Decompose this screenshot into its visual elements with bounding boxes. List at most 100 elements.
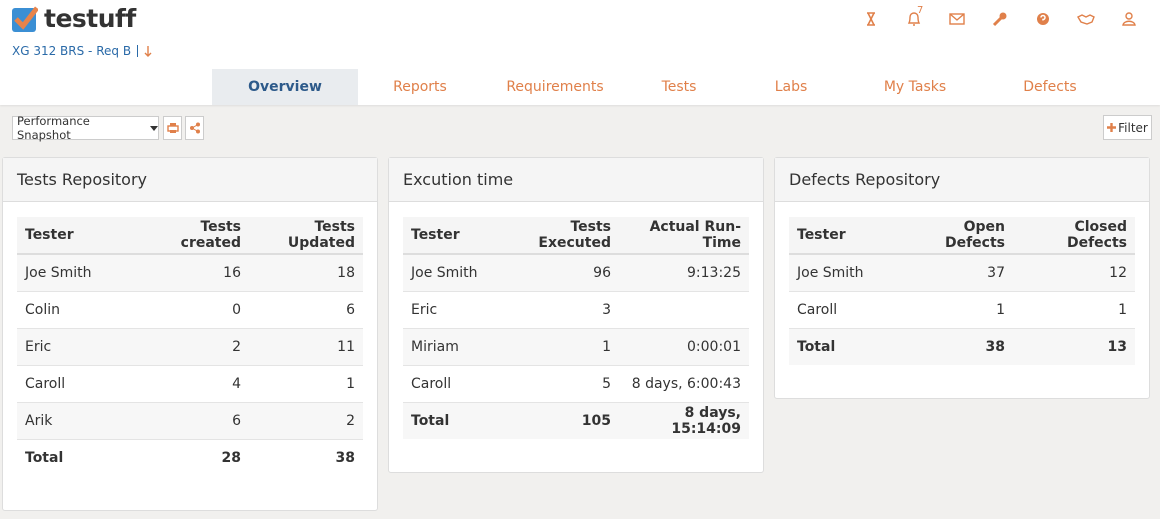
row: Caroll 1 1 xyxy=(789,290,1135,328)
snapshot-dropdown[interactable]: Performance Snapshot xyxy=(12,114,159,142)
cell: 0 xyxy=(137,290,249,328)
cell: 5 xyxy=(497,364,619,402)
tab[interactable]: Reports xyxy=(393,79,447,95)
cell: Eric xyxy=(17,327,137,365)
print-button[interactable] xyxy=(163,116,182,140)
notification-badge: 7 xyxy=(917,5,924,16)
toolbar-icons: 7 xyxy=(860,5,1140,30)
cell: 0:00:01 xyxy=(619,327,749,365)
total-cell: 38 xyxy=(249,438,363,476)
filter-button[interactable]: Filter xyxy=(1103,115,1152,140)
tab[interactable]: Labs xyxy=(774,79,808,95)
cell: Colin xyxy=(17,290,137,328)
cell: 96 xyxy=(497,253,619,291)
header-row: Tester Tests Executed Actual Run-Time xyxy=(403,217,749,255)
row: Eric 3 xyxy=(403,290,749,328)
row: Miriam 1 0:00:01 xyxy=(403,327,749,365)
cell: 37 xyxy=(901,253,1013,291)
tab[interactable]: My Tasks xyxy=(883,79,947,95)
tab[interactable]: Defects xyxy=(1023,79,1077,95)
column-header: Tests Executed xyxy=(497,217,619,255)
total-cell: 105 xyxy=(497,401,619,439)
panel: Defects Repository Tester Open Defects Clos… xyxy=(774,157,1150,399)
cell: Eric xyxy=(403,290,497,328)
cell: 18 xyxy=(249,253,363,291)
total-row: Total 28 38 xyxy=(17,438,363,476)
tabs: Overview Reports Requirements Tests Labs My T… xyxy=(212,69,1122,105)
total-cell: 13 xyxy=(1013,327,1135,365)
cell: Caroll xyxy=(17,364,137,402)
logo-mark xyxy=(12,5,38,32)
row: Joe Smith 16 18 xyxy=(17,253,363,291)
print-icon xyxy=(166,123,179,133)
table: Tester Tests Executed Actual Run-Time Joe S… xyxy=(403,217,749,439)
column-header: Tester xyxy=(17,217,137,255)
table: Tester Open Defects Closed Defects Joe Smit… xyxy=(789,217,1135,365)
total-row: Total 38 13 xyxy=(789,327,1135,365)
cell: 2 xyxy=(137,327,249,365)
header: testuff XG 312 BRS - Req B 7 Overview Rep… xyxy=(0,0,1160,105)
column-header: Tester xyxy=(789,217,901,255)
cell: Arik xyxy=(17,401,137,439)
row: Caroll 5 8 days, 6:00:43 xyxy=(403,364,749,402)
cell xyxy=(619,290,749,328)
cell: 1 xyxy=(249,364,363,402)
plus-icon xyxy=(1107,123,1117,132)
header-row: Tester Open Defects Closed Defects xyxy=(789,217,1135,255)
total-cell: 38 xyxy=(901,327,1013,365)
share-button[interactable] xyxy=(185,116,204,140)
row: Eric 2 11 xyxy=(17,327,363,365)
breadcrumb[interactable]: XG 312 BRS - Req B xyxy=(12,44,152,58)
row: Caroll 4 1 xyxy=(17,364,363,402)
panel-title: Excution time xyxy=(389,158,763,202)
cell: 11 xyxy=(249,327,363,365)
cell: 6 xyxy=(249,290,363,328)
tab[interactable]: Tests xyxy=(661,79,697,95)
caret xyxy=(150,125,158,131)
separator xyxy=(137,45,139,57)
panel-title: Tests Repository xyxy=(3,158,377,202)
filter-label: Filter xyxy=(1118,120,1148,135)
bell[interactable]: 7 xyxy=(903,5,925,30)
panel: Tests Repository Tester Tests created Tests… xyxy=(2,157,378,511)
cell: Caroll xyxy=(789,290,901,328)
cell: 9:13:25 xyxy=(619,253,749,291)
cell: 1 xyxy=(901,290,1013,328)
cell: Joe Smith xyxy=(17,253,137,291)
column-header: Tester xyxy=(403,217,497,255)
panel-title: Defects Repository xyxy=(775,158,1149,202)
total-cell: Total xyxy=(403,401,497,439)
total-cell: 28 xyxy=(137,438,249,476)
tab[interactable]: Requirements xyxy=(506,79,604,95)
user-icon[interactable] xyxy=(1118,8,1140,30)
column-header: Tests Updated xyxy=(249,217,363,255)
hourglass-icon[interactable] xyxy=(860,8,882,30)
cell: Caroll xyxy=(403,364,497,402)
cell: Miriam xyxy=(403,327,497,365)
help-icon[interactable] xyxy=(1032,8,1054,30)
wrench-icon[interactable] xyxy=(989,8,1011,30)
row: Joe Smith 37 12 xyxy=(789,253,1135,291)
total-row: Total 105 8 days, 15:14:09 xyxy=(403,401,749,439)
column-header: Actual Run-Time xyxy=(619,217,749,255)
cell: 16 xyxy=(137,253,249,291)
breadcrumb-text: XG 312 BRS - Req B xyxy=(12,44,132,58)
mail-icon[interactable] xyxy=(946,8,968,30)
cell: 12 xyxy=(1013,253,1135,291)
cell: 1 xyxy=(497,327,619,365)
cell: Joe Smith xyxy=(789,253,901,291)
column-header: Tests created xyxy=(137,217,249,255)
logo[interactable]: testuff xyxy=(12,4,136,33)
header-row: Tester Tests created Tests Updated xyxy=(17,217,363,255)
handshake-icon[interactable] xyxy=(1075,8,1097,30)
share-icon xyxy=(189,122,200,134)
tab[interactable]: Overview xyxy=(212,69,358,105)
row: Colin 0 6 xyxy=(17,290,363,328)
bell-icon xyxy=(907,12,921,26)
cell: 6 xyxy=(137,401,249,439)
cell: 8 days, 6:00:43 xyxy=(619,364,749,402)
logo-text: testuff xyxy=(44,4,136,33)
total-cell: 8 days, 15:14:09 xyxy=(619,401,749,439)
cell: 2 xyxy=(249,401,363,439)
cell: 3 xyxy=(497,290,619,328)
